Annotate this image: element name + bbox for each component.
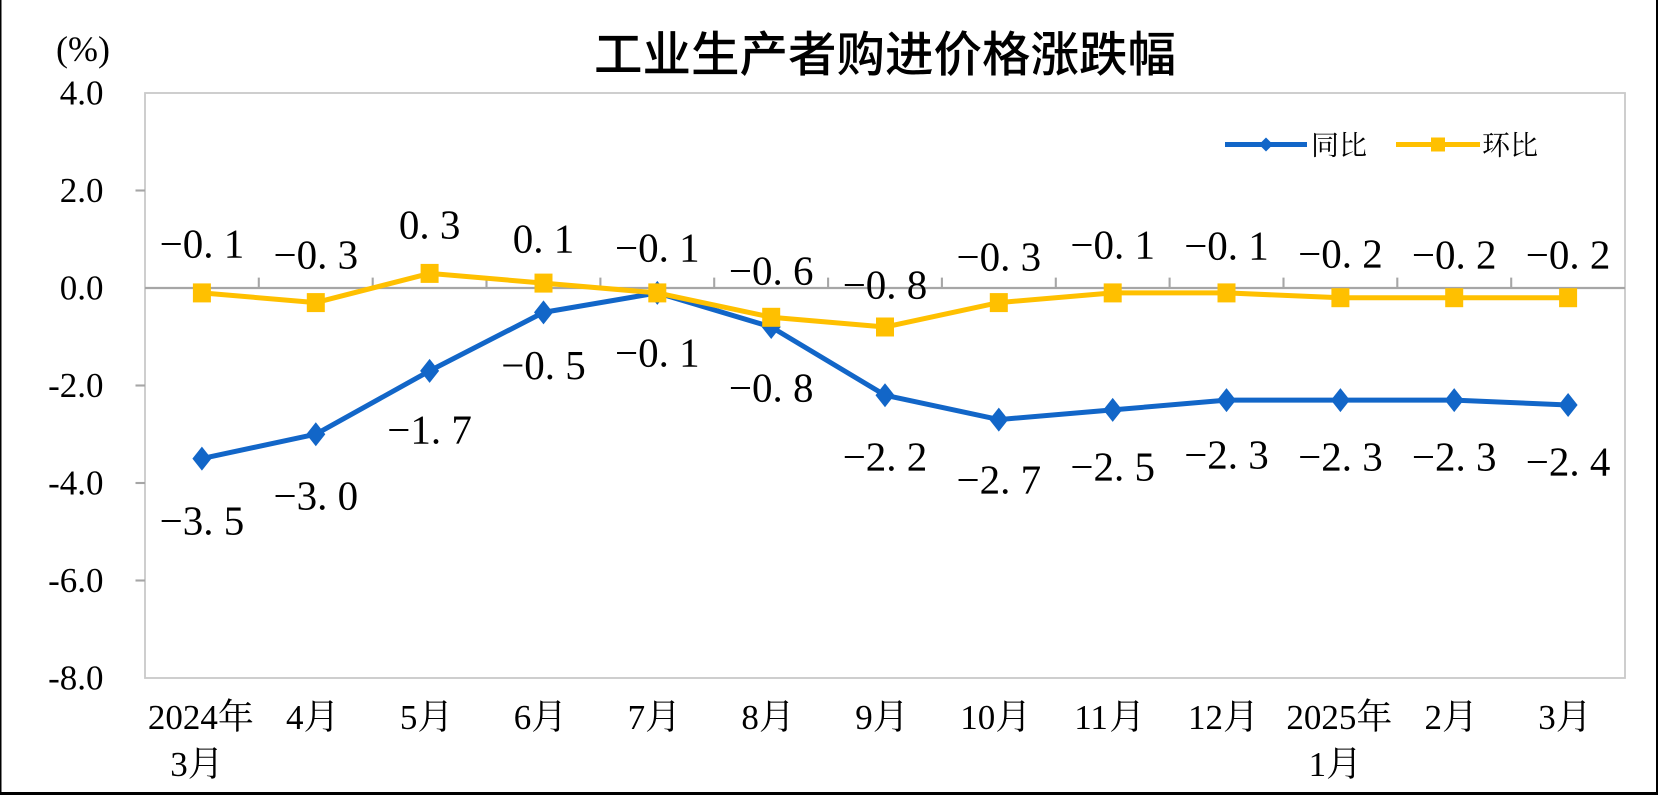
svg-text:−0. 1: −0. 1 (615, 330, 700, 376)
svg-text:−0. 1: −0. 1 (1184, 223, 1269, 269)
svg-text:−0. 6: −0. 6 (729, 248, 814, 294)
svg-text:12: 12 (1188, 698, 1223, 737)
svg-text:−0. 8: −0. 8 (729, 365, 814, 411)
svg-text:7: 7 (628, 698, 646, 737)
svg-text:−2. 4: −2. 4 (1526, 439, 1611, 485)
svg-text:5: 5 (400, 698, 418, 737)
svg-text:−2. 3: −2. 3 (1184, 432, 1269, 478)
svg-text:−0. 2: −0. 2 (1412, 232, 1497, 278)
svg-text:−3. 0: −3. 0 (273, 473, 358, 519)
svg-text:0. 1: 0. 1 (513, 216, 575, 262)
svg-text:−0. 3: −0. 3 (956, 234, 1041, 280)
svg-text:−0. 3: −0. 3 (273, 232, 358, 278)
svg-text:−3. 5: −3. 5 (160, 498, 245, 544)
svg-text:−1. 7: −1. 7 (387, 407, 472, 453)
svg-text:2024: 2024 (148, 698, 218, 737)
svg-text:−0. 5: −0. 5 (501, 342, 586, 388)
svg-text:-6.0: -6.0 (48, 561, 103, 600)
svg-text:10: 10 (960, 698, 995, 737)
svg-text:4: 4 (286, 698, 304, 737)
svg-text:8: 8 (741, 698, 759, 737)
svg-text:(%): (%) (56, 29, 110, 69)
svg-text:2: 2 (1425, 698, 1443, 737)
svg-text:6: 6 (514, 698, 532, 737)
svg-text:-2.0: -2.0 (48, 366, 103, 405)
svg-text:−0. 8: −0. 8 (843, 262, 928, 308)
svg-text:3: 3 (1538, 698, 1556, 737)
svg-text:−2. 3: −2. 3 (1412, 434, 1497, 480)
svg-text:3: 3 (170, 745, 188, 784)
svg-text:0.0: 0.0 (60, 269, 104, 308)
svg-text:−0. 1: −0. 1 (160, 221, 245, 267)
svg-text:1: 1 (1309, 745, 1327, 784)
svg-text:−2. 2: −2. 2 (843, 434, 928, 480)
svg-text:−0. 2: −0. 2 (1526, 232, 1611, 278)
svg-text:−0. 1: −0. 1 (615, 225, 700, 271)
svg-text:−0. 1: −0. 1 (1070, 222, 1155, 268)
svg-text:-8.0: -8.0 (48, 659, 103, 698)
svg-text:-4.0: -4.0 (48, 464, 103, 503)
svg-text:−2. 5: −2. 5 (1070, 444, 1155, 490)
svg-text:9: 9 (855, 698, 873, 737)
svg-text:0. 3: 0. 3 (399, 202, 461, 248)
svg-text:2.0: 2.0 (60, 171, 104, 210)
svg-text:4.0: 4.0 (60, 74, 104, 113)
svg-text:−2. 3: −2. 3 (1298, 434, 1383, 480)
svg-text:11: 11 (1074, 698, 1108, 737)
svg-text:2025: 2025 (1286, 698, 1356, 737)
svg-text:−2. 7: −2. 7 (956, 457, 1041, 503)
svg-text:−0. 2: −0. 2 (1298, 231, 1383, 277)
